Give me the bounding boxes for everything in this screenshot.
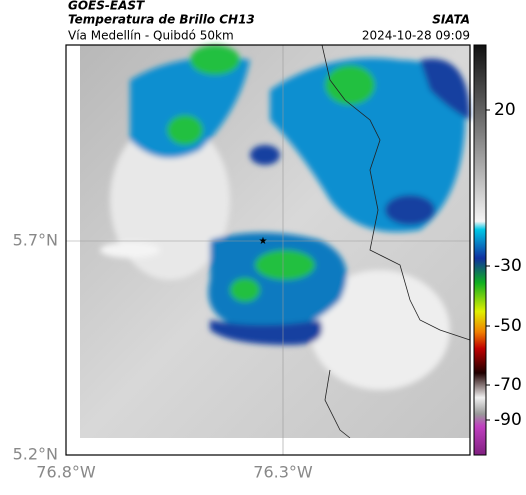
title: GOES-EAST <box>68 0 145 13</box>
colorbar-ticks: 20 -30 -50 -70 -90 <box>486 100 522 430</box>
colorbar-tick-label: -70 <box>494 375 522 395</box>
colorbar-tick-label: -30 <box>494 256 522 276</box>
satellite-image: ★ <box>65 44 471 456</box>
lon-label: 76.8°W <box>36 463 96 482</box>
lat-label: 5.7°N <box>13 231 58 250</box>
datetime: 2024-10-28 09:09 <box>362 29 470 43</box>
colorbar-tick-label: 20 <box>494 100 516 120</box>
source: SIATA <box>432 13 470 27</box>
lat-label: 5.2°N <box>13 445 58 464</box>
route: Vía Medellín - Quibdó 50km <box>68 29 234 43</box>
colorbar-tick-label: -50 <box>494 316 522 336</box>
subtitle: Temperatura de Brillo CH13 <box>68 13 255 27</box>
colorbar-tick-label: -90 <box>494 410 522 430</box>
lon-label: 76.3°W <box>253 463 313 482</box>
colorbar <box>473 44 487 456</box>
svg-text:★: ★ <box>259 236 268 247</box>
